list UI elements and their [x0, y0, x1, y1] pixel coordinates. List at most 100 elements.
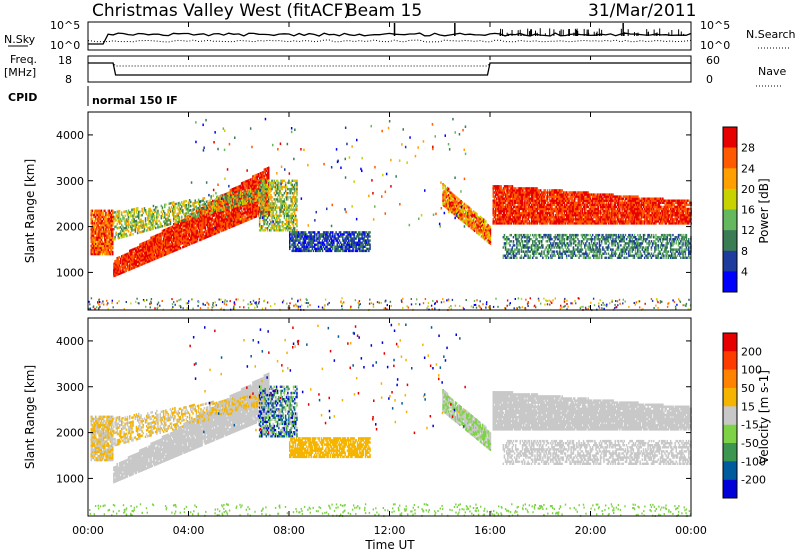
- power-cell: [296, 188, 298, 190]
- power-cell: [279, 225, 281, 227]
- power-cell: [358, 235, 360, 237]
- power-cell: [288, 180, 290, 182]
- power-cell: [493, 208, 495, 210]
- power-cell: [103, 212, 105, 214]
- power-cell: [263, 202, 265, 204]
- power-cell: [277, 219, 279, 221]
- power-cell: [174, 211, 176, 213]
- power-cell: [232, 191, 234, 193]
- power-cell: [114, 238, 116, 240]
- power-cell: [356, 237, 358, 239]
- power-cell: [317, 246, 319, 248]
- power-cell: [216, 208, 218, 210]
- power-cell: [500, 185, 502, 187]
- power-cell: [272, 213, 274, 215]
- power-cell: [112, 251, 114, 253]
- power-cell: [279, 213, 281, 215]
- power-cell: [112, 241, 114, 243]
- power-cell: [268, 200, 270, 202]
- power-cell: [474, 230, 476, 232]
- power-cell: [307, 246, 309, 248]
- power-cell: [285, 182, 287, 184]
- power-cell: [287, 192, 289, 194]
- nave-label: Nave: [758, 65, 786, 78]
- power-cell: [490, 241, 492, 243]
- power-cell: [270, 229, 272, 231]
- power-cell: [284, 192, 286, 194]
- power-cell: [227, 205, 229, 207]
- power-cell: [333, 242, 335, 244]
- power-cell: [193, 208, 195, 210]
- power-cell: [369, 239, 371, 241]
- power-cell: [231, 202, 233, 204]
- power-cell: [144, 226, 146, 228]
- power-cell: [195, 212, 197, 214]
- power-cell: [504, 191, 506, 193]
- power-cell: [128, 230, 130, 232]
- power-cell: [296, 246, 298, 248]
- power-cell: [173, 220, 175, 222]
- power-cell: [240, 191, 242, 193]
- power-cell: [236, 198, 238, 200]
- power-cell: [213, 195, 215, 197]
- power-cell: [153, 205, 155, 207]
- nsky-scale-top: 10^5: [50, 19, 80, 32]
- power-cell: [293, 221, 295, 223]
- power-cell: [164, 206, 166, 208]
- power-cell: [141, 214, 143, 216]
- power-cell: [271, 188, 273, 190]
- power-cell: [101, 228, 103, 230]
- power-cell: [134, 212, 136, 214]
- power-cell: [252, 200, 254, 202]
- power-cell: [314, 235, 316, 237]
- power-cell: [266, 184, 268, 186]
- power-cell: [130, 232, 132, 234]
- power-cell: [270, 202, 272, 204]
- power-cell: [112, 247, 114, 249]
- power-cell: [268, 167, 270, 169]
- power-cell: [289, 235, 291, 237]
- power-cell: [175, 203, 177, 205]
- power-cell: [256, 215, 258, 217]
- nsky-scale-bottom: 10^0: [50, 39, 80, 52]
- power-cell: [226, 228, 228, 230]
- power-cell: [260, 229, 262, 231]
- power-cell: [170, 223, 172, 225]
- power-cell: [282, 188, 284, 190]
- power-cell: [284, 180, 286, 182]
- power-cell: [104, 210, 106, 212]
- power-cell: [101, 210, 103, 212]
- power-cell: [296, 204, 298, 206]
- power-cell: [289, 248, 291, 250]
- power-cell: [179, 216, 181, 218]
- power-cell: [108, 228, 110, 230]
- power-cell: [162, 225, 164, 227]
- power-cell: [105, 212, 107, 214]
- power-cell: [278, 186, 280, 188]
- power-cell: [271, 196, 273, 198]
- power-cell: [322, 248, 324, 250]
- power-cell: [361, 235, 363, 237]
- power-cell: [170, 208, 172, 210]
- power-cell: [161, 237, 163, 239]
- power-cell: [292, 198, 294, 200]
- power-cell: [356, 246, 358, 248]
- power-cell: [148, 216, 150, 218]
- power-cell: [115, 232, 117, 234]
- power-cell: [291, 219, 293, 221]
- power-cell: [243, 197, 245, 199]
- power-cell: [190, 205, 192, 207]
- power-cell: [296, 219, 298, 221]
- power-cell: [128, 216, 130, 218]
- power-cell: [471, 208, 473, 210]
- power-cell: [513, 208, 515, 210]
- power-cell: [219, 209, 221, 211]
- power-cell: [289, 242, 291, 244]
- power-cell: [134, 208, 136, 210]
- power-cell: [332, 248, 334, 250]
- power-cell: [490, 234, 492, 236]
- power-cell: [214, 209, 216, 211]
- power-cell: [276, 211, 278, 213]
- power-cell: [350, 235, 352, 237]
- power-cell: [289, 229, 291, 231]
